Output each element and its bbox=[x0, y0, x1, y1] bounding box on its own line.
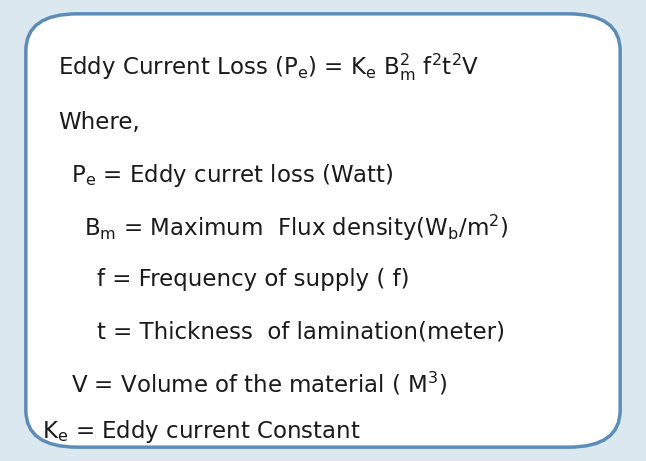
Text: t = Thickness  of lamination(meter): t = Thickness of lamination(meter) bbox=[97, 320, 505, 343]
Text: P$_{e}$ = Eddy curret loss (Watt): P$_{e}$ = Eddy curret loss (Watt) bbox=[71, 162, 393, 189]
Text: B$_{m}$ = Maximum  Flux density(W$_{b}$/m$^{2}$): B$_{m}$ = Maximum Flux density(W$_{b}$/m… bbox=[84, 213, 508, 243]
Text: V = Volume of the material ( M$^{3}$): V = Volume of the material ( M$^{3}$) bbox=[71, 370, 447, 397]
FancyBboxPatch shape bbox=[26, 14, 620, 447]
Text: K$_{e}$ = Eddy current Constant: K$_{e}$ = Eddy current Constant bbox=[42, 419, 360, 445]
Text: Where,: Where, bbox=[58, 111, 140, 134]
Text: Eddy Current Loss (P$_{e}$) = K$_{e}$ B$_{m}^{2}$ f$^{2}$t$^{2}$V: Eddy Current Loss (P$_{e}$) = K$_{e}$ B$… bbox=[58, 51, 479, 83]
Text: f = Frequency of supply ( f): f = Frequency of supply ( f) bbox=[97, 268, 410, 291]
